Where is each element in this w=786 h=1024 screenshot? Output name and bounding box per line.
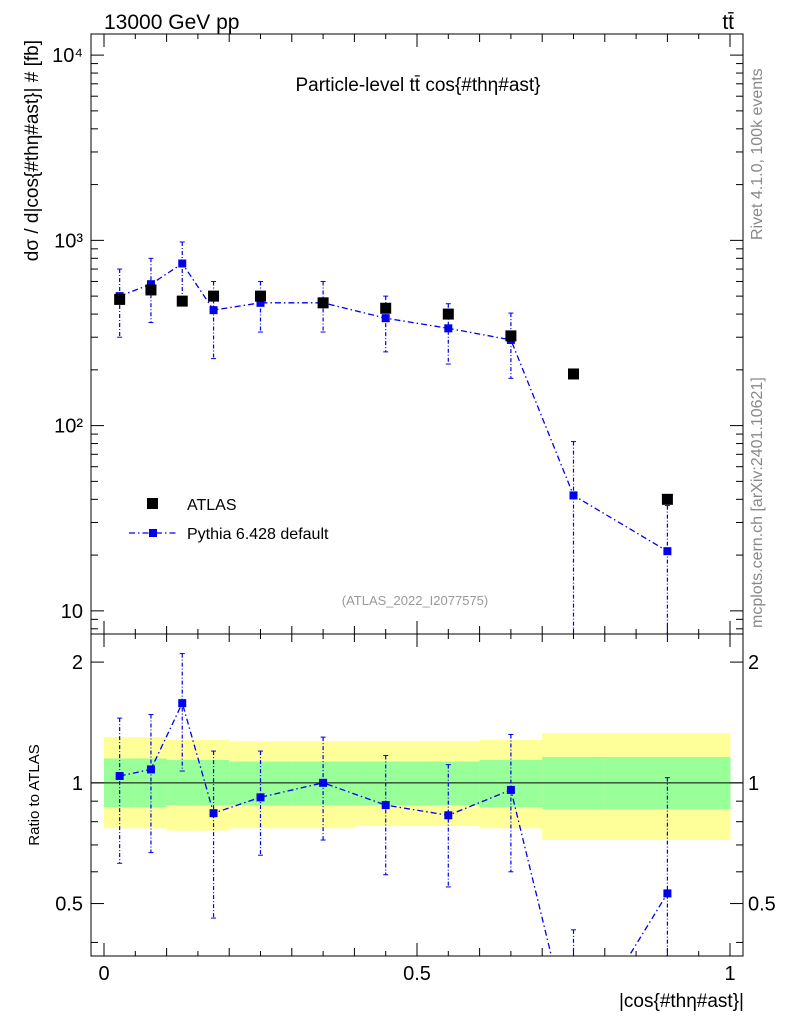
x-axis-label: |cos{#thη#ast}| [619, 991, 744, 1012]
legend-pythia-label: Pythia 6.428 default [187, 526, 329, 543]
ratio-mc-point-3 [209, 809, 218, 818]
atlas-point-5 [317, 297, 329, 309]
main-clipped [115, 241, 672, 634]
ratio-ytick-label-0: 0.5 [55, 894, 83, 916]
ratio-mc-point-7 [444, 811, 453, 820]
ratio-ytick-label-right-1: 1 [748, 773, 759, 795]
ratio-ytick-label-2: 2 [72, 652, 83, 674]
atlas-point-9 [568, 368, 579, 380]
main-mc-point-6 [381, 314, 390, 323]
atlas-point-4 [255, 290, 266, 302]
legend-pythia-marker [149, 529, 157, 537]
main-mc-point-2 [178, 259, 187, 268]
source-label: mcplots.cern.ch [arXiv:2401.10621] [749, 377, 766, 628]
ratio-plot-frame: 0.5 0.5 1 1 2 2 0 0.5 1 [55, 633, 776, 985]
atlas-point-0 [114, 293, 126, 305]
ratio-ytick-label-right-2: 2 [748, 652, 759, 674]
x-tick-label-0: 0 [98, 963, 109, 985]
main-border [90, 33, 744, 635]
ratio-mc-point-2 [178, 699, 187, 708]
ratio-plot-series [115, 653, 672, 956]
atlas-point-2 [176, 295, 188, 307]
main-y-axis-label: dσ / d|cos{#thη#ast}| # [fb] [22, 40, 43, 261]
atlas-point-7 [442, 308, 454, 320]
ratio-y-axis-label: Ratio to ATLAS [26, 744, 43, 845]
ratio-mc-point-4 [256, 793, 265, 802]
ratio-mc-point-6 [381, 801, 390, 810]
process-label: tt̄ [722, 11, 734, 34]
main-ytick-label-3: 10⁴ [52, 45, 83, 67]
atlas-point-10 [661, 493, 673, 505]
ratio-mc-point-10 [663, 889, 672, 898]
atlas-point-6 [380, 302, 392, 314]
ratio-clipped [115, 653, 672, 956]
main-ytick-label-1: 10² [54, 416, 83, 438]
main-ytick-label-0: 10 [61, 601, 83, 623]
ratio-mc-point-1 [146, 765, 155, 774]
ratio-ytick-label-1: 1 [72, 773, 83, 795]
main-mc-point-9 [569, 491, 578, 500]
x-tick-label-2: 1 [724, 963, 735, 985]
atlas-point-1 [145, 284, 157, 296]
analysis-watermark: (ATLAS_2022_I2077575) [342, 593, 488, 608]
energy-label: 13000 GeV pp [104, 11, 239, 34]
legend-atlas-marker [147, 498, 158, 509]
main-plot-frame: 10 10² 10³ 10⁴ [52, 33, 744, 635]
ratio-mc-point-8 [506, 785, 515, 794]
main-plot-series [114, 241, 673, 634]
atlas-point-8 [505, 330, 517, 342]
ratio-mc-point-0 [115, 771, 124, 780]
main-mc-point-10 [663, 547, 672, 556]
atlas-point-3 [208, 290, 220, 302]
plot-title: Particle-level tt̄ cos{#thη#ast} [295, 75, 540, 96]
legend-atlas-label: ATLAS [187, 497, 237, 514]
ratio-mc-point-5 [319, 778, 328, 787]
main-mc-line [119, 262, 668, 552]
ratio-ytick-label-right-0: 0.5 [748, 894, 776, 916]
main-mc-point-1 [146, 280, 155, 289]
main-ytick-label-2: 10³ [54, 230, 83, 252]
x-tick-label-1: 0.5 [403, 963, 431, 985]
rivet-version-label: Rivet 4.1.0, 100k events [749, 68, 766, 240]
ratio-uncertainty-bands [104, 733, 731, 841]
main-mc-point-3 [209, 306, 218, 315]
main-mc-point-7 [444, 324, 453, 333]
main-mc-point-4 [256, 298, 265, 307]
